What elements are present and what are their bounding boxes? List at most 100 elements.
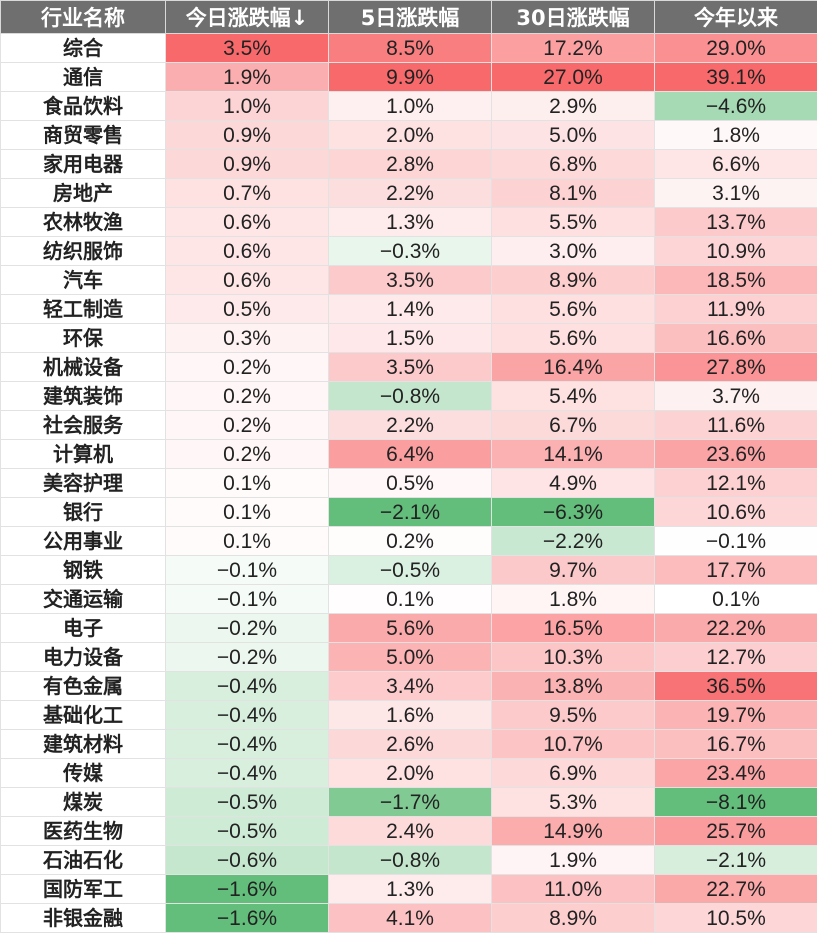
ytd-change-cell: 22.2% <box>654 613 817 643</box>
today-change-cell: −0.2% <box>165 642 329 672</box>
5day-change-cell: −0.8% <box>328 845 492 875</box>
30day-change-cell: 5.5% <box>491 207 655 237</box>
ytd-change-cell: 23.6% <box>654 439 817 469</box>
ytd-change-cell: 39.1% <box>654 62 817 92</box>
table-row: 商贸零售 0.9% 2.0% 5.0% 1.8% <box>0 120 817 150</box>
today-change-cell: 3.5% <box>165 33 329 63</box>
header-30day-change[interactable]: 30日涨跌幅 <box>491 0 655 34</box>
industry-name-cell: 建筑材料 <box>0 729 166 759</box>
today-change-cell: 0.6% <box>165 265 329 295</box>
30day-change-cell: −2.2% <box>491 526 655 556</box>
ytd-change-cell: 22.7% <box>654 874 817 904</box>
30day-change-cell: 4.9% <box>491 468 655 498</box>
ytd-change-cell: 6.6% <box>654 149 817 179</box>
5day-change-cell: 2.0% <box>328 120 492 150</box>
today-change-cell: 0.2% <box>165 352 329 382</box>
ytd-change-cell: 11.6% <box>654 410 817 440</box>
5day-change-cell: 5.6% <box>328 613 492 643</box>
5day-change-cell: −0.3% <box>328 236 492 266</box>
30day-change-cell: 9.5% <box>491 700 655 730</box>
table-row: 综合 3.5% 8.5% 17.2% 29.0% <box>0 33 817 63</box>
today-change-cell: 0.9% <box>165 149 329 179</box>
table-row: 传媒 −0.4% 2.0% 6.9% 23.4% <box>0 758 817 788</box>
ytd-change-cell: 27.8% <box>654 352 817 382</box>
industry-name-cell: 房地产 <box>0 178 166 208</box>
table-row: 基础化工 −0.4% 1.6% 9.5% 19.7% <box>0 700 817 730</box>
table-row: 社会服务 0.2% 2.2% 6.7% 11.6% <box>0 410 817 440</box>
table-row: 银行 0.1% −2.1% −6.3% 10.6% <box>0 497 817 527</box>
header-5day-change[interactable]: 5日涨跌幅 <box>328 0 492 34</box>
table-row: 石油石化 −0.6% −0.8% 1.9% −2.1% <box>0 845 817 875</box>
table-row: 农林牧渔 0.6% 1.3% 5.5% 13.7% <box>0 207 817 237</box>
industry-name-cell: 电子 <box>0 613 166 643</box>
5day-change-cell: 0.5% <box>328 468 492 498</box>
industry-name-cell: 国防军工 <box>0 874 166 904</box>
ytd-change-cell: −0.1% <box>654 526 817 556</box>
30day-change-cell: 5.0% <box>491 120 655 150</box>
5day-change-cell: −2.1% <box>328 497 492 527</box>
ytd-change-cell: 25.7% <box>654 816 817 846</box>
table-row: 机械设备 0.2% 3.5% 16.4% 27.8% <box>0 352 817 382</box>
5day-change-cell: 1.6% <box>328 700 492 730</box>
industry-name-cell: 有色金属 <box>0 671 166 701</box>
table-row: 医药生物 −0.5% 2.4% 14.9% 25.7% <box>0 816 817 846</box>
industry-name-cell: 综合 <box>0 33 166 63</box>
30day-change-cell: 5.6% <box>491 323 655 353</box>
header-industry-name[interactable]: 行业名称 <box>0 0 166 34</box>
today-change-cell: 0.1% <box>165 468 329 498</box>
30day-change-cell: 10.3% <box>491 642 655 672</box>
ytd-change-cell: 19.7% <box>654 700 817 730</box>
5day-change-cell: 8.5% <box>328 33 492 63</box>
ytd-change-cell: 3.7% <box>654 381 817 411</box>
5day-change-cell: 0.1% <box>328 584 492 614</box>
header-ytd-change[interactable]: 今年以来 <box>654 0 817 34</box>
30day-change-cell: 6.7% <box>491 410 655 440</box>
today-change-cell: 0.3% <box>165 323 329 353</box>
industry-name-cell: 钢铁 <box>0 555 166 585</box>
ytd-change-cell: 10.5% <box>654 903 817 933</box>
today-change-cell: 0.6% <box>165 207 329 237</box>
today-change-cell: 0.2% <box>165 381 329 411</box>
ytd-change-cell: 12.7% <box>654 642 817 672</box>
ytd-change-cell: 16.6% <box>654 323 817 353</box>
5day-change-cell: 9.9% <box>328 62 492 92</box>
today-change-cell: 1.9% <box>165 62 329 92</box>
ytd-change-cell: 11.9% <box>654 294 817 324</box>
today-change-cell: −0.4% <box>165 700 329 730</box>
today-change-cell: 0.6% <box>165 236 329 266</box>
ytd-change-cell: 13.7% <box>654 207 817 237</box>
industry-name-cell: 医药生物 <box>0 816 166 846</box>
5day-change-cell: −0.5% <box>328 555 492 585</box>
header-today-change[interactable]: 今日涨跌幅↓ <box>165 0 329 34</box>
table-row: 交通运输 −0.1% 0.1% 1.8% 0.1% <box>0 584 817 614</box>
industry-name-cell: 社会服务 <box>0 410 166 440</box>
ytd-change-cell: 10.6% <box>654 497 817 527</box>
table-body: 综合 3.5% 8.5% 17.2% 29.0% 通信 1.9% 9.9% 27.0% 39.1%… <box>0 33 817 933</box>
5day-change-cell: 2.2% <box>328 410 492 440</box>
today-change-cell: 0.9% <box>165 120 329 150</box>
industry-name-cell: 计算机 <box>0 439 166 469</box>
30day-change-cell: 5.6% <box>491 294 655 324</box>
table-row: 有色金属 −0.4% 3.4% 13.8% 36.5% <box>0 671 817 701</box>
5day-change-cell: 1.3% <box>328 874 492 904</box>
30day-change-cell: 1.9% <box>491 845 655 875</box>
today-change-cell: −0.2% <box>165 613 329 643</box>
5day-change-cell: 2.6% <box>328 729 492 759</box>
30day-change-cell: 8.1% <box>491 178 655 208</box>
table-row: 汽车 0.6% 3.5% 8.9% 18.5% <box>0 265 817 295</box>
5day-change-cell: 6.4% <box>328 439 492 469</box>
today-change-cell: −0.4% <box>165 758 329 788</box>
5day-change-cell: 1.3% <box>328 207 492 237</box>
today-change-cell: −1.6% <box>165 903 329 933</box>
table-row: 环保 0.3% 1.5% 5.6% 16.6% <box>0 323 817 353</box>
table-row: 建筑装饰 0.2% −0.8% 5.4% 3.7% <box>0 381 817 411</box>
ytd-change-cell: 3.1% <box>654 178 817 208</box>
ytd-change-cell: 18.5% <box>654 265 817 295</box>
today-change-cell: 1.0% <box>165 91 329 121</box>
30day-change-cell: −6.3% <box>491 497 655 527</box>
30day-change-cell: 14.9% <box>491 816 655 846</box>
industry-name-cell: 交通运输 <box>0 584 166 614</box>
industry-name-cell: 公用事业 <box>0 526 166 556</box>
ytd-change-cell: −2.1% <box>654 845 817 875</box>
